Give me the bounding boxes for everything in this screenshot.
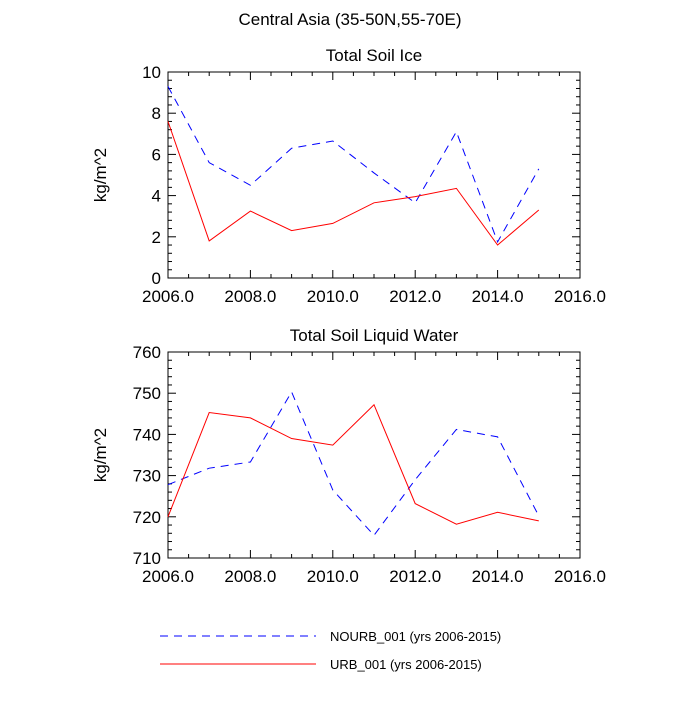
y-tick-label: 10 [142, 63, 161, 82]
y-tick-label: 2 [152, 228, 161, 247]
plot-frame [167, 71, 581, 279]
y-tick-label: 720 [133, 508, 161, 527]
y-tick-label: 0 [152, 269, 161, 288]
plot-frame [167, 351, 581, 559]
x-tick-label: 2012.0 [389, 567, 441, 586]
y-tick-label: 760 [133, 343, 161, 362]
x-tick-label: 2008.0 [224, 567, 276, 586]
y-tick-label: 6 [152, 145, 161, 164]
legend: NOURB_001 (yrs 2006-2015) URB_001 (yrs 20… [160, 629, 501, 672]
x-tick-label: 2014.0 [472, 287, 524, 306]
x-tick-label: 2016.0 [554, 567, 606, 586]
series-line-urb [167, 121, 540, 246]
series-line-nourb [167, 86, 540, 244]
series-line-nourb [167, 390, 540, 537]
figure-suptitle: Central Asia (35-50N,55-70E) [238, 10, 462, 29]
y-tick-label: 8 [152, 104, 161, 123]
y-axis-label: kg/m^2 [91, 428, 110, 482]
x-tick-label: 2006.0 [142, 287, 194, 306]
legend-label-nourb: NOURB_001 (yrs 2006-2015) [330, 629, 501, 644]
x-tick-label: 2012.0 [389, 287, 441, 306]
y-axis-label: kg/m^2 [91, 148, 110, 202]
legend-label-urb: URB_001 (yrs 2006-2015) [330, 657, 482, 672]
series-line-urb [167, 403, 539, 525]
y-tick-label: 710 [133, 549, 161, 568]
x-tick-label: 2006.0 [142, 567, 194, 586]
x-tick-label: 2014.0 [472, 567, 524, 586]
x-tick-label: 2010.0 [307, 567, 359, 586]
chart-panel-2: Total Soil Liquid Water 710 720 730 740 750 76… [91, 326, 606, 586]
y-tick-label: 730 [133, 467, 161, 486]
y-tick-label: 4 [152, 187, 161, 206]
x-tick-label: 2010.0 [307, 287, 359, 306]
x-tick-label: 2016.0 [554, 287, 606, 306]
chart-title: Total Soil Liquid Water [290, 326, 459, 345]
chart-title: Total Soil Ice [326, 46, 422, 65]
y-tick-label: 750 [133, 384, 161, 403]
x-tick-label: 2008.0 [224, 287, 276, 306]
y-tick-label: 740 [133, 425, 161, 444]
chart-panel-1: Total Soil Ice 0 2 4 6 8 10 2006.0 2008.0 2010.0 2… [91, 46, 606, 306]
